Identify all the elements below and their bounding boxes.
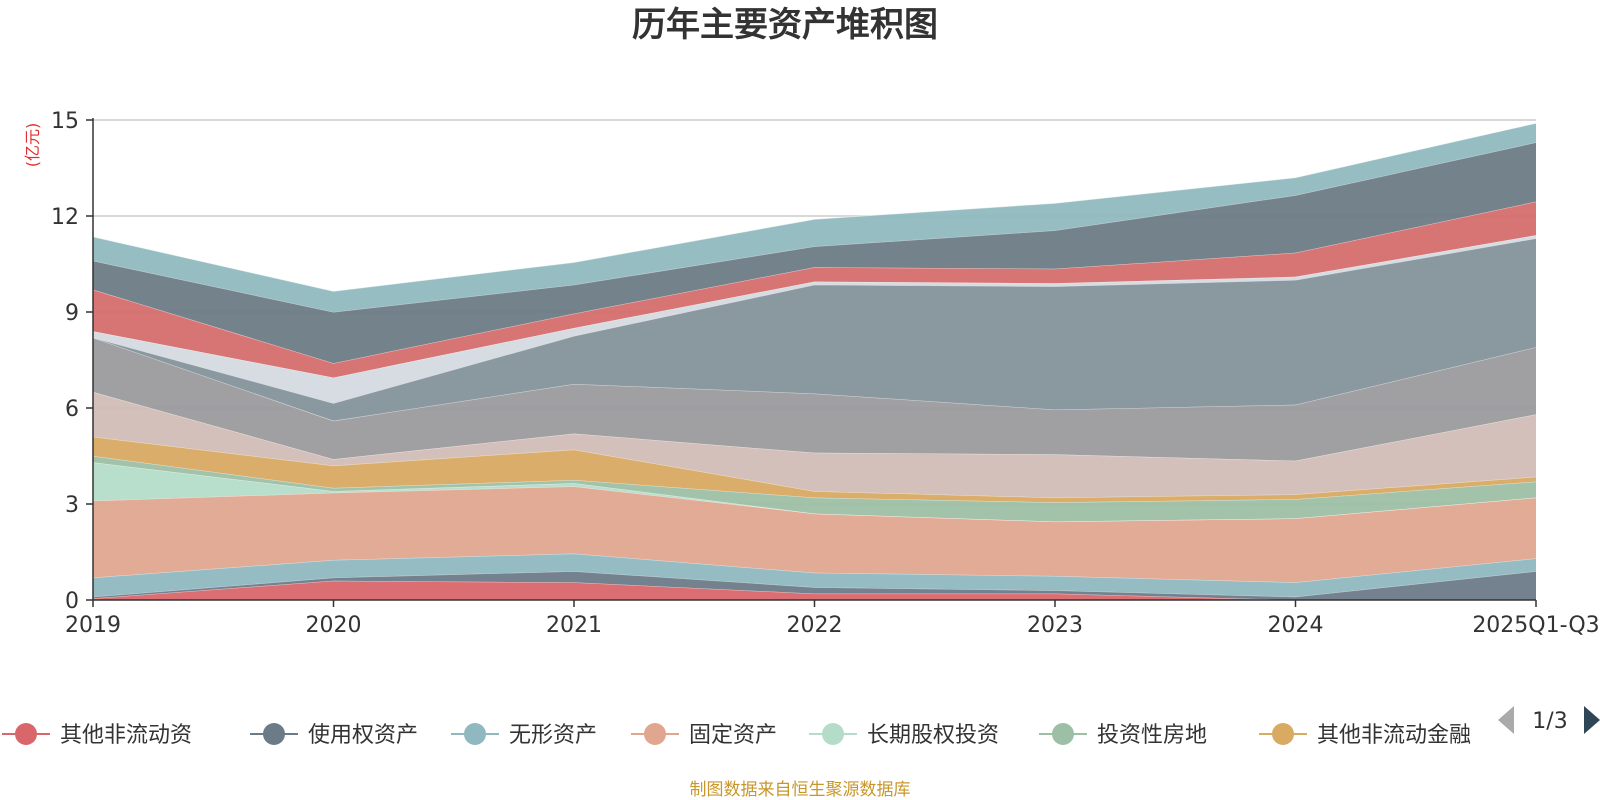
legend-item-2[interactable]: 无形资产 [451,723,597,748]
x-tick-label: 2025Q1-Q3 [1472,613,1599,638]
area-series-10 [93,235,1536,404]
y-tick-label: 9 [65,301,79,326]
area-edge-13 [92,122,1537,292]
area-series-9 [93,238,1536,421]
legend-prev-icon[interactable] [1498,706,1514,734]
legend-marker [1272,723,1294,745]
area-series-6 [93,436,1536,503]
legend-item-1[interactable]: 使用权资产 [250,723,418,748]
x-tick-label: 2023 [1027,613,1083,638]
legend-label: 固定资产 [689,723,777,748]
x-tick-label: 2022 [787,613,843,638]
legend-label: 使用权资产 [308,723,418,748]
legend-marker [263,723,285,745]
area-series-1 [93,571,1536,600]
legend-label: 投资性房地 [1097,723,1207,748]
x-tick-label: 2024 [1268,613,1324,638]
legend-marker [1052,723,1074,745]
x-tick-label: 2019 [65,613,121,638]
area-series-group [92,122,1537,601]
y-tick-label: 15 [51,109,79,134]
legend-next-icon[interactable] [1584,706,1600,734]
legend-label: 其他非流动金融 [1317,723,1471,748]
legend-item-3[interactable]: 固定资产 [631,723,777,748]
legend-label: 其他非流动资 [60,723,192,748]
y-tick-label: 12 [51,205,79,230]
legend: 其他非流动资 使用权资产 无形资产 固定资产 长期股权投资 投资性房地 其他非流动金融 [2,723,1471,748]
legend-page-indicator: 1/3 [1532,709,1567,734]
y-tick-label: 3 [65,493,79,518]
legend-item-0[interactable]: 其他非流动资 [2,723,192,748]
legend-marker [464,723,486,745]
x-tick-label: 2020 [306,613,362,638]
legend-item-4[interactable]: 长期股权投资 [809,723,999,748]
area-series-7 [93,392,1536,498]
area-series-5 [93,456,1536,522]
chart-title: 历年主要资产堆积图 [632,5,938,45]
legend-pager: 1/3 [1498,706,1600,734]
legend-marker [822,723,844,745]
y-tick-label: 0 [65,589,79,614]
legend-label: 长期股权投资 [867,723,999,748]
legend-marker [644,723,666,745]
area-series-3 [93,486,1536,583]
legend-marker [15,723,37,745]
axes: 0 3 6 9 12 15 2019 2020 2021 2022 2023 2024 2025Q1-Q… [51,109,1600,638]
y-tick-label: 6 [65,397,79,422]
legend-item-5[interactable]: 投资性房地 [1039,723,1207,748]
data-source-note: 制图数据来自恒生聚源数据库 [690,780,911,800]
area-series-0 [93,580,1536,600]
y-axis-label: (亿元) [23,123,42,168]
legend-item-6[interactable]: 其他非流动金融 [1259,723,1471,748]
legend-label: 无形资产 [509,723,597,748]
area-series-2 [93,553,1536,597]
area-series-8 [93,337,1536,461]
area-series-12 [93,142,1536,364]
x-tick-label: 2021 [546,613,602,638]
